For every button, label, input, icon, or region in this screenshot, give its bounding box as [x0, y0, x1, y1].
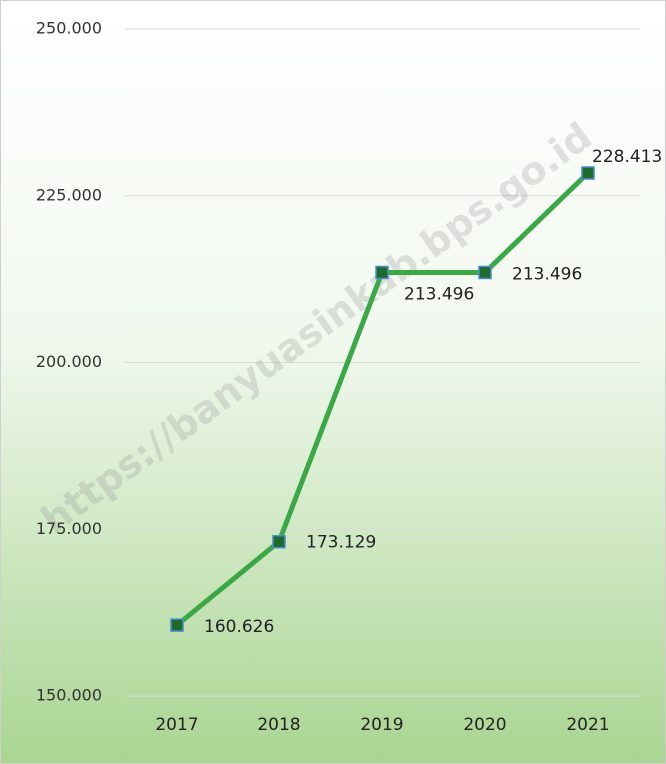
marker — [375, 265, 389, 280]
y-tick-label: 225.000 — [36, 185, 102, 204]
data-label: 213.496 — [512, 264, 582, 284]
marker — [581, 166, 595, 180]
x-tick-label: 2020 — [463, 715, 506, 735]
data-label: 173.129 — [306, 533, 376, 553]
x-tick-label: 2018 — [257, 715, 300, 735]
data-label: 160.626 — [204, 617, 274, 637]
y-tick-label: 175.000 — [36, 519, 102, 538]
y-tick-label: 200.000 — [36, 352, 102, 371]
marker — [272, 534, 286, 549]
data-label: 213.496 — [404, 284, 474, 304]
x-tick-label: 2017 — [155, 715, 198, 735]
data-label: 228.413 — [592, 147, 662, 167]
y-tick-label: 150.000 — [36, 686, 102, 705]
marker — [170, 618, 184, 632]
marker — [478, 265, 492, 280]
x-tick-label: 2019 — [360, 715, 403, 735]
y-tick-label: 250.000 — [36, 19, 102, 38]
x-tick-label: 2021 — [566, 715, 609, 735]
